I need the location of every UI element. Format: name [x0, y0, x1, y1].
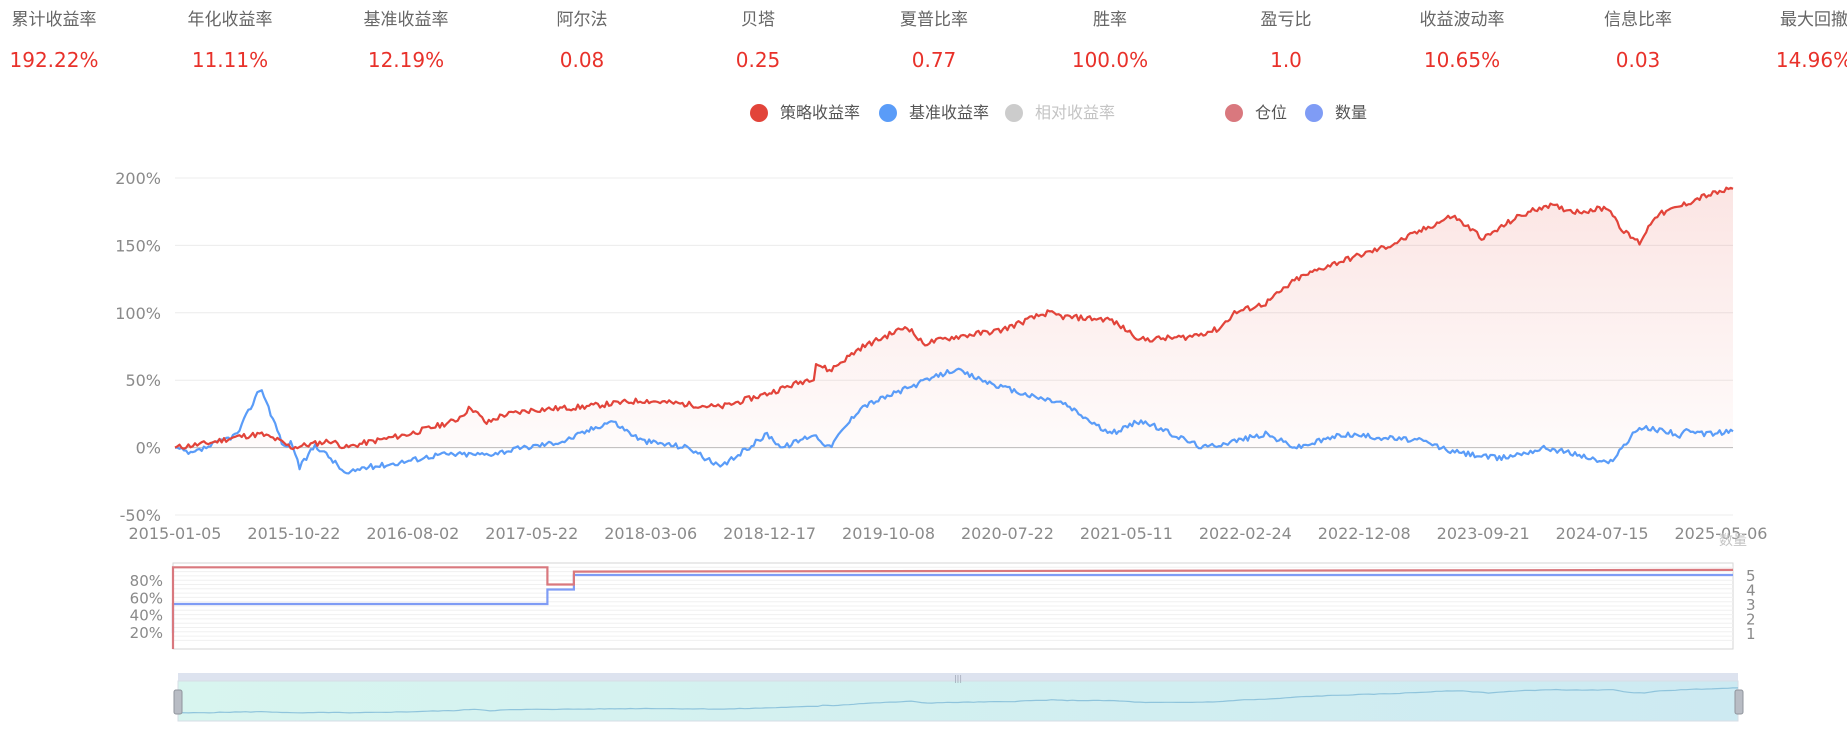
metric-win-rate: 胜率 100.0%: [1025, 8, 1195, 72]
circle-icon: [1005, 104, 1023, 122]
x-tick-label: 2023-09-21: [1437, 524, 1530, 543]
metric-label: 胜率: [1093, 10, 1127, 30]
metric-label: 盈亏比: [1260, 10, 1312, 30]
zoom-handle-bar: [178, 673, 1738, 681]
metric-max-drawdown: 最大回撤 14.96%: [1729, 8, 1847, 72]
metric-value: 0.77: [911, 48, 957, 72]
metric-label: 累计收益率: [11, 10, 97, 30]
x-tick-label: 2018-03-06: [604, 524, 697, 543]
metric-label: 夏普比率: [900, 10, 968, 30]
y-tick-label: -50%: [120, 506, 161, 525]
x-tick-label: 2015-10-22: [247, 524, 340, 543]
x-tick-label: 2024-07-15: [1556, 524, 1649, 543]
quantity-tick-label: 1: [1746, 625, 1756, 643]
x-tick-label: 2020-07-22: [961, 524, 1054, 543]
quantity-axis-label: 数量: [1719, 533, 1747, 549]
y-tick-label: 200%: [115, 169, 161, 188]
x-tick-label: 2019-10-08: [842, 524, 935, 543]
circle-icon: [1305, 104, 1323, 122]
x-tick-label: 2021-05-11: [1080, 524, 1173, 543]
metric-value: 10.65%: [1423, 48, 1501, 72]
benchmark-line: [175, 367, 1734, 475]
quantity-tick-label: 2: [1746, 611, 1756, 629]
x-tick-label: 2015-01-05: [129, 524, 222, 543]
metric-benchmark-return: 基准收益率 12.19%: [321, 8, 491, 72]
position-tick-label: 20%: [130, 624, 163, 642]
metric-value: 100.0%: [1071, 48, 1149, 72]
y-tick-label: 0%: [136, 439, 161, 458]
metric-information-ratio: 信息比率 0.03: [1553, 8, 1723, 72]
metric-label: 贝塔: [741, 10, 775, 30]
metric-sharpe: 夏普比率 0.77: [849, 8, 1019, 72]
x-tick-label: 2016-08-02: [366, 524, 459, 543]
metric-label: 基准收益率: [363, 10, 449, 30]
quantity-tick-label: 3: [1746, 596, 1756, 614]
metric-label: 阿尔法: [556, 10, 608, 30]
legend-label: 相对收益率: [1035, 103, 1116, 122]
circle-icon: [879, 104, 897, 122]
y-tick-label: 50%: [125, 371, 161, 390]
metric-profit-loss-ratio: 盈亏比 1.0: [1201, 8, 1371, 72]
position-tick-label: 60%: [130, 589, 163, 607]
metric-value: 0.03: [1615, 48, 1661, 72]
quantity-tick-label: 5: [1746, 567, 1756, 585]
metric-label: 信息比率: [1604, 10, 1672, 30]
quantity-tick-label: 4: [1746, 582, 1756, 600]
metric-label: 年化收益率: [187, 10, 273, 30]
legend-label: 基准收益率: [909, 103, 990, 122]
metrics-bar: 累计收益率 192.22% 年化收益率 11.11% 基准收益率 12.19% …: [0, 0, 1847, 80]
legend-label: 策略收益率: [780, 103, 861, 122]
position-tick-label: 80%: [130, 572, 163, 590]
metric-annual-return: 年化收益率 11.11%: [145, 8, 315, 72]
strategy-line: [174, 186, 1734, 451]
strategy-area-fill: [175, 187, 1733, 450]
metric-value: 11.11%: [191, 48, 269, 72]
legend-label: 仓位: [1255, 103, 1288, 122]
metric-volatility: 收益波动率 10.65%: [1377, 8, 1547, 72]
y-tick-label: 100%: [115, 304, 161, 323]
x-tick-label: 2022-12-08: [1318, 524, 1411, 543]
position-line: [171, 566, 1734, 649]
metric-value: 14.96%: [1775, 48, 1847, 72]
metric-label: 收益波动率: [1419, 10, 1505, 30]
metric-label: 最大回撤: [1780, 10, 1847, 30]
x-tick-label: 2017-05-22: [485, 524, 578, 543]
zoom-grip-icon: |||: [954, 674, 962, 683]
metric-cumulative-return: 累计收益率 192.22%: [0, 8, 139, 72]
circle-icon: [750, 104, 768, 122]
zoom-handle-left[interactable]: [173, 689, 183, 715]
metric-value: 12.19%: [367, 48, 445, 72]
x-tick-label: 2018-12-17: [723, 524, 816, 543]
circle-icon: [1225, 104, 1243, 122]
zoom-window: [177, 680, 1739, 722]
zoom-preview-line: [177, 687, 1738, 714]
metric-alpha: 阿尔法 0.08: [497, 8, 667, 72]
y-tick-label: 150%: [115, 236, 161, 255]
x-tick-label: 2025-05-06: [1675, 524, 1768, 543]
position-tick-label: 40%: [130, 607, 163, 625]
metric-value: 0.25: [735, 48, 781, 72]
metric-value: 192.22%: [9, 48, 99, 72]
legend-label: 数量: [1335, 103, 1368, 122]
metric-value: 0.08: [559, 48, 605, 72]
metric-value: 1.0: [1270, 48, 1302, 72]
metric-beta: 贝塔 0.25: [673, 8, 843, 72]
zoom-handle-right[interactable]: [1734, 689, 1744, 715]
x-tick-label: 2022-02-24: [1199, 524, 1292, 543]
